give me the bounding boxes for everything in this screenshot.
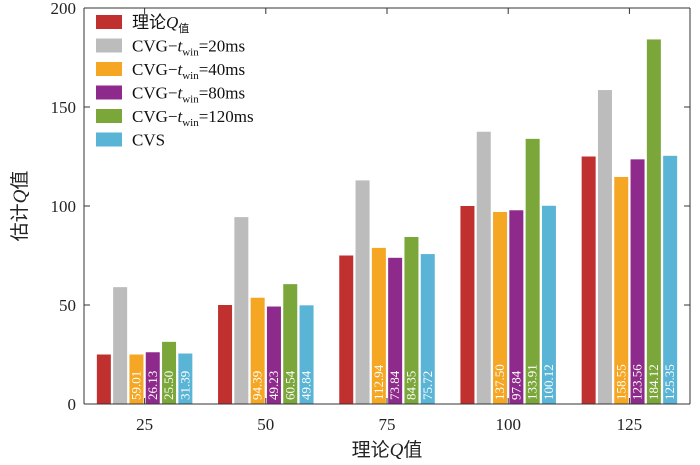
axes-layer: 0 50 100 150 200 25 50 75 100 125	[51, 0, 691, 434]
y-tick-label-3: 150	[51, 98, 77, 117]
bar-value-label-c0-3: 31.39	[177, 371, 192, 400]
bar-s2-c4	[614, 176, 629, 404]
bar-value-label-c0-1: 26.13	[145, 371, 160, 400]
bar-s3-c0	[145, 352, 160, 404]
legend-label-4: CVG−twin=120ms	[132, 107, 254, 129]
bar-value-label-c4-0: 158.55	[613, 364, 628, 400]
bar-labels-layer: 59.01 26.13 25.50 31.39 94.39 49.23 60.54 49.84…	[0, 0, 677, 400]
bar-value-label-c3-2: 133.91	[525, 364, 540, 400]
bar-s0-c0	[96, 354, 111, 404]
bar-value-label-c4-2: 184.12	[646, 364, 661, 400]
bar-value-label-c2-0: 112.94	[371, 364, 386, 400]
x-tick-label-1: 50	[257, 415, 274, 434]
bar-s0-c4	[581, 156, 596, 404]
bar-value-label-c1-2: 60.54	[282, 370, 297, 400]
bar-s1-c2	[355, 180, 370, 404]
bar-value-label-c1-1: 49.23	[266, 371, 281, 400]
legend-swatch-2	[96, 62, 122, 76]
bar-value-label-c3-1: 97.84	[508, 370, 523, 400]
bar-s1-c0	[113, 287, 128, 404]
bar-s5-c4	[663, 155, 678, 404]
y-tick-label-4: 200	[51, 0, 77, 18]
x-tick-label-4: 125	[617, 415, 643, 434]
bar-s0-c2	[339, 255, 354, 404]
legend-label-5: CVS	[132, 131, 165, 150]
legend-swatch-1	[96, 38, 122, 53]
y-tick-label-2: 100	[51, 197, 77, 216]
bar-value-label-c2-3: 75.72	[420, 371, 435, 400]
bar-value-label-c1-3: 49.84	[299, 370, 314, 400]
x-tick-label-2: 75	[379, 415, 396, 434]
bar-value-label-c0-0: 59.01	[128, 371, 143, 400]
bar-s5-c2	[420, 254, 435, 404]
bar-value-label-c2-1: 73.84	[387, 370, 402, 400]
bar-s1-c1	[234, 217, 249, 404]
bar-s5-c0	[178, 353, 193, 404]
y-tick-label-1: 50	[59, 296, 76, 315]
bar-s0-c1	[218, 305, 233, 404]
y-tick-label-0: 0	[68, 395, 77, 414]
bar-s2-c2	[371, 247, 386, 404]
bar-s4-c4	[646, 39, 661, 404]
bar-s5-c3	[541, 205, 556, 404]
bar-value-label-c4-1: 123.56	[630, 364, 645, 400]
bar-s3-c2	[388, 257, 403, 404]
bar-s4-c3	[525, 138, 540, 404]
bar-s4-c0	[162, 341, 177, 404]
bar-s4-c1	[283, 284, 298, 404]
legend-label-3: CVG−twin=80ms	[132, 84, 245, 106]
bar-s2-c3	[493, 211, 508, 404]
legend-label-2: CVG−twin=40ms	[132, 60, 245, 82]
legend-label-0: 理论Q值	[132, 13, 189, 35]
x-axis-title: 理论Q值	[352, 439, 423, 461]
legend-swatch-4	[96, 109, 122, 123]
bars-layer	[96, 39, 678, 405]
bar-value-label-c2-2: 84.35	[403, 371, 418, 400]
bar-value-label-c4-3: 125.35	[662, 364, 677, 400]
bar-s0-c3	[460, 206, 475, 404]
bar-s2-c0	[129, 354, 144, 404]
bar-s1-c4	[597, 90, 612, 405]
bar-value-label-c3-3: 100.12	[541, 364, 556, 400]
bar-s1-c3	[476, 131, 491, 404]
legend: 理论Q值CVG−twin=20msCVG−twin=40msCVG−twin=8…	[96, 13, 254, 150]
y-axis-title: 估计Q值	[9, 171, 31, 242]
bar-s3-c4	[630, 159, 645, 404]
legend-swatch-0	[96, 15, 122, 29]
x-tick-label-3: 100	[495, 415, 521, 434]
bar-s3-c3	[509, 210, 524, 404]
bar-s3-c1	[266, 306, 281, 404]
bar-s2-c1	[250, 297, 265, 404]
bar-value-label-c1-0: 94.39	[250, 371, 265, 400]
legend-label-1: CVG−twin=20ms	[132, 37, 245, 59]
bar-s5-c1	[299, 305, 314, 404]
legend-swatch-5	[96, 132, 122, 147]
bar-value-label-c3-0: 137.50	[492, 364, 507, 400]
bar-value-label-c0-2: 25.50	[161, 371, 176, 400]
legend-swatch-3	[96, 85, 122, 100]
x-tick-label-0: 25	[136, 415, 153, 434]
bar-s4-c2	[404, 236, 419, 404]
